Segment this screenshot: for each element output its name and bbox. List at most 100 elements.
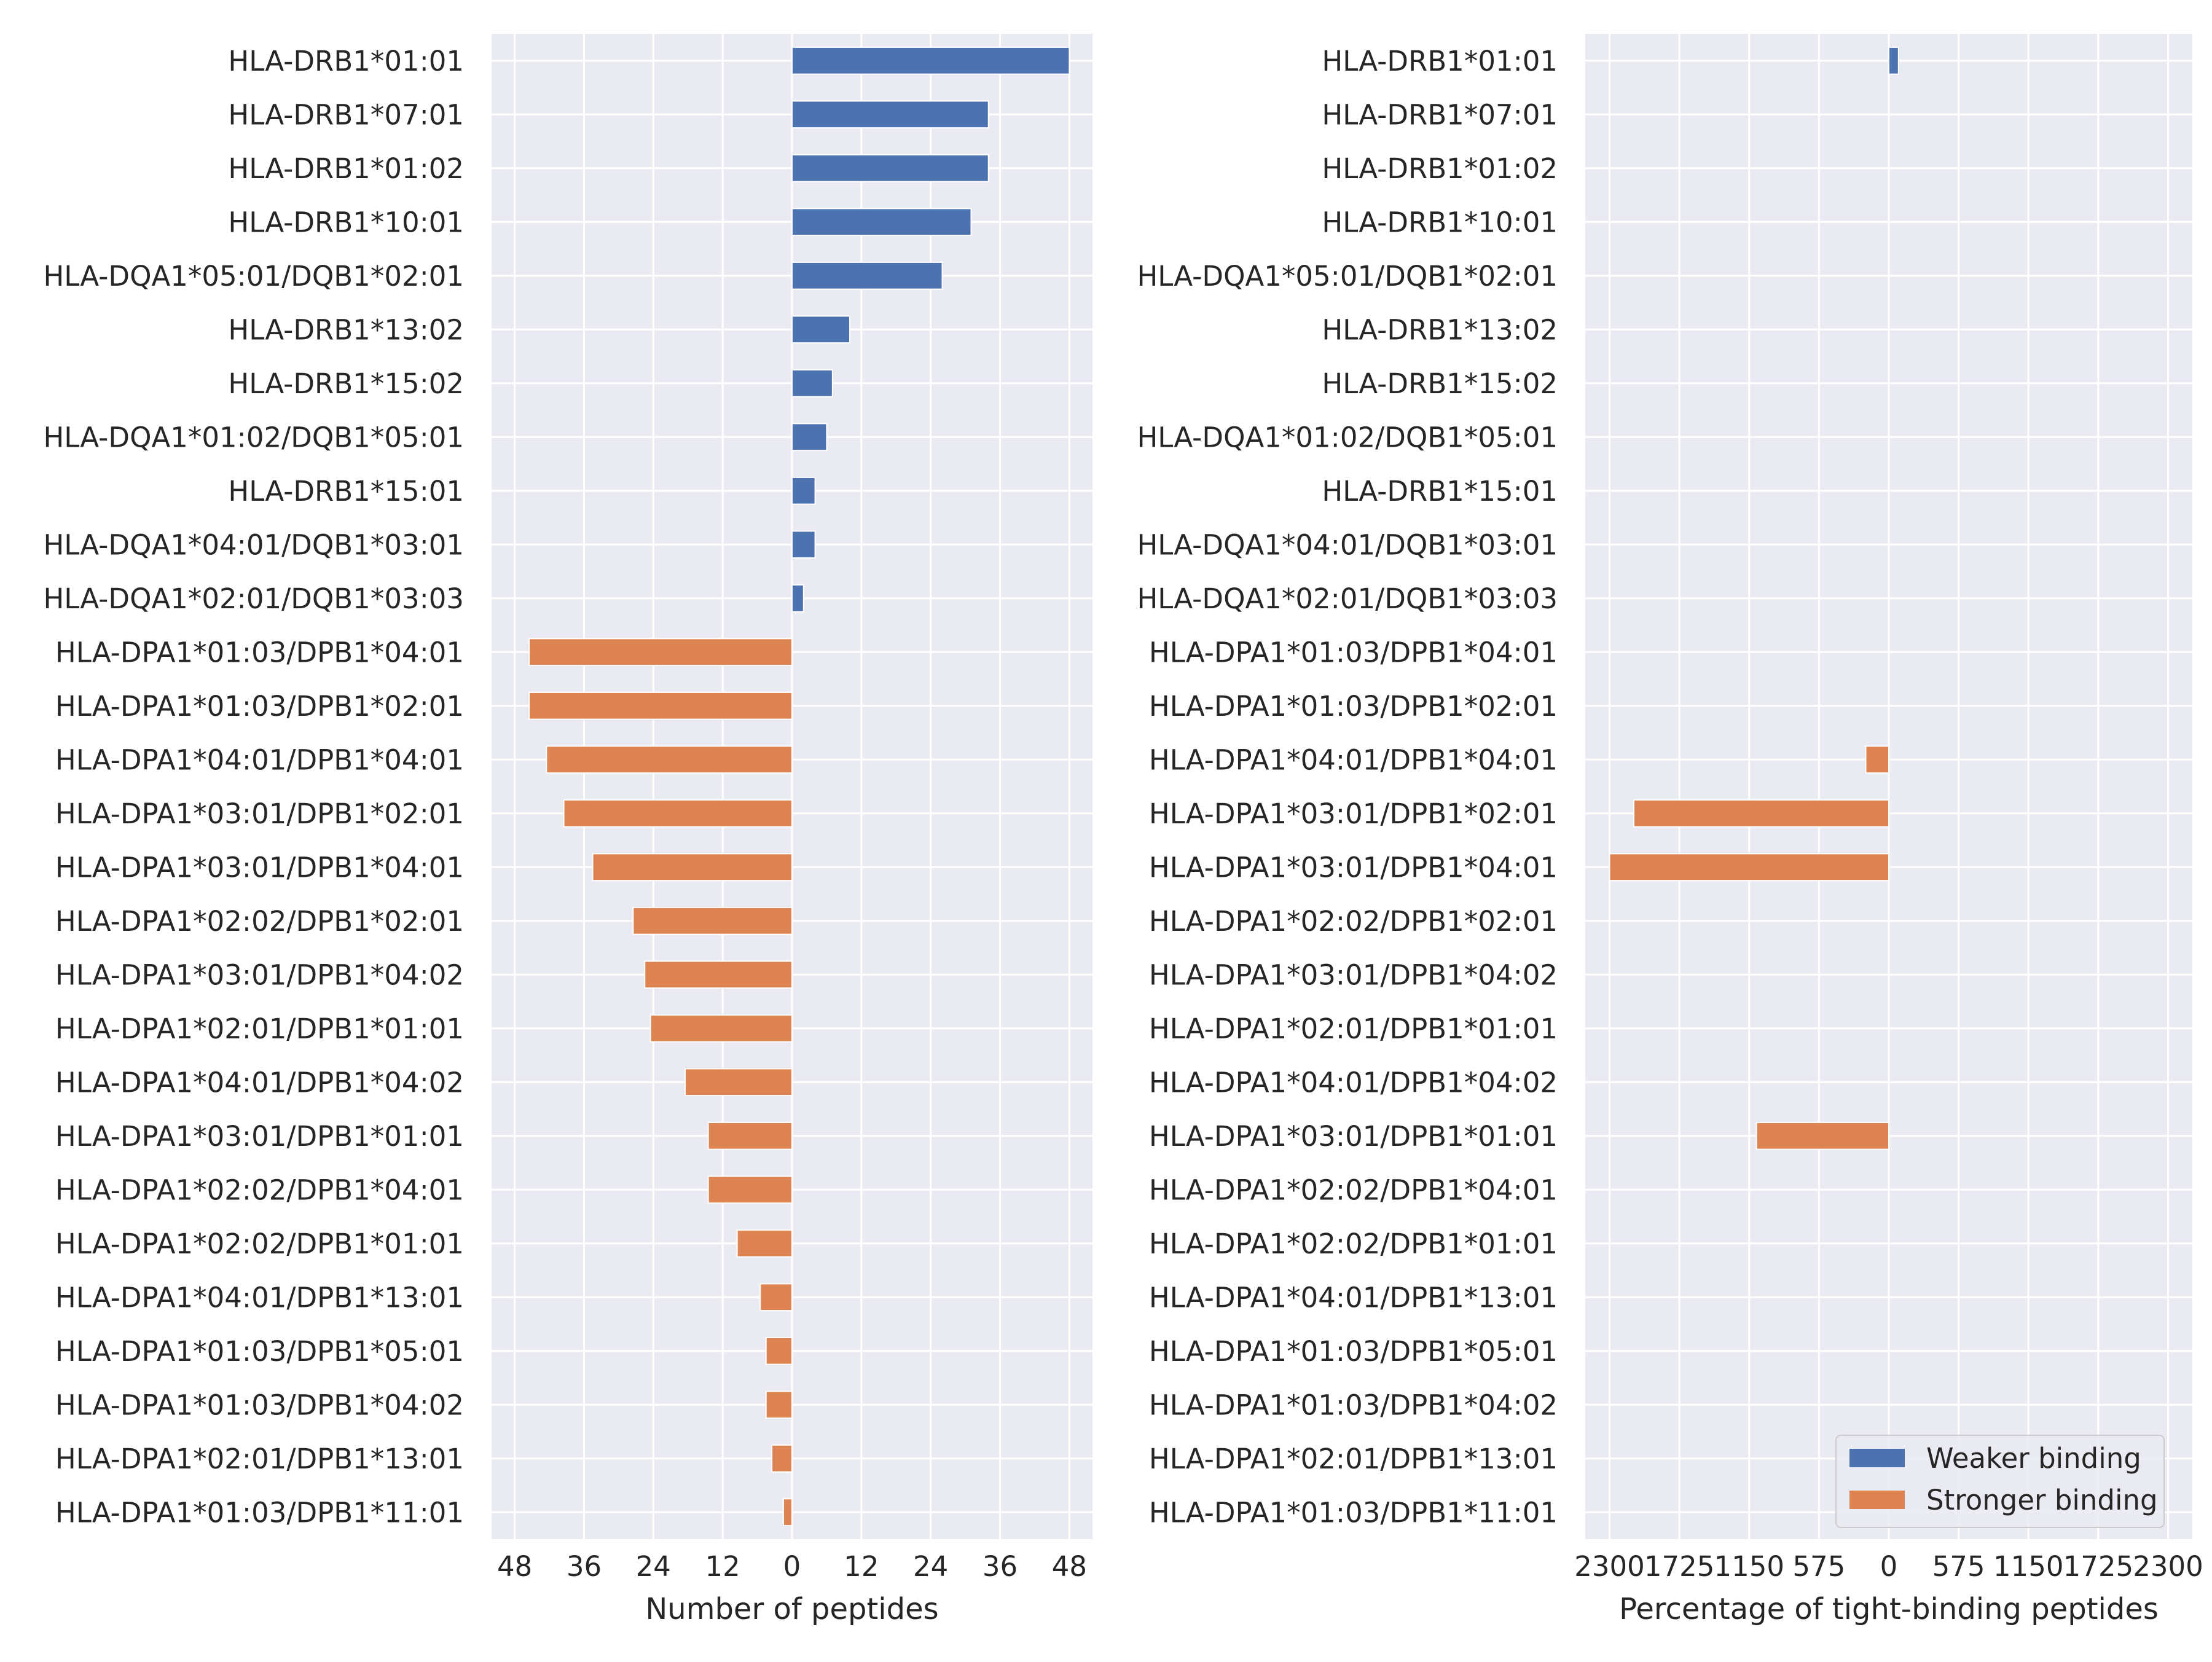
left-y-tick-label: HLA-DPA1*01:03/DPB1*04:02	[55, 1389, 464, 1421]
left-bar-stronger	[644, 960, 793, 989]
right-y-tick-label: HLA-DPA1*01:03/DPB1*05:01	[1149, 1335, 1558, 1368]
right-y-tick-label: HLA-DPA1*04:01/DPB1*04:02	[1149, 1066, 1558, 1099]
left-x-tick-label: 0	[783, 1550, 801, 1583]
right-x-tick-labels: 2300 1725 1150 575 0 575 1150 1725 2300	[1574, 1550, 2203, 1583]
left-x-tick-label: 48	[497, 1550, 532, 1583]
left-bar-weaker	[791, 154, 989, 182]
left-bar-weaker	[791, 261, 943, 290]
legend-label-weaker: Weaker binding	[1926, 1442, 2141, 1475]
right-y-tick-label: HLA-DPA1*03:01/DPB1*01:01	[1149, 1120, 1558, 1153]
left-y-tick-label: HLA-DPA1*04:01/DPB1*13:01	[55, 1281, 464, 1314]
left-y-tick-label: HLA-DPA1*01:03/DPB1*05:01	[55, 1335, 464, 1368]
right-x-tick-label: 575	[1792, 1550, 1845, 1583]
left-bar-stronger	[684, 1068, 793, 1097]
legend: Weaker binding Stronger binding	[1835, 1435, 2165, 1528]
right-x-tick-label: 1725	[1644, 1550, 1715, 1583]
right-x-tick-label: 0	[1880, 1550, 1898, 1583]
left-bar-stronger	[759, 1283, 793, 1312]
left-x-tick-label: 36	[567, 1550, 602, 1583]
right-x-tick-label: 1150	[1993, 1550, 2064, 1583]
left-y-tick-label: HLA-DPA1*01:03/DPB1*02:01	[55, 690, 464, 723]
left-bar-stronger	[707, 1121, 793, 1150]
right-bar-stronger	[1609, 853, 1890, 882]
left-y-tick-label: HLA-DRB1*07:01	[228, 98, 464, 131]
right-bars	[1609, 46, 1899, 1150]
legend-label-stronger: Stronger binding	[1926, 1484, 2158, 1516]
left-bar-weaker	[791, 584, 804, 613]
legend-frame	[1835, 1435, 2165, 1528]
left-x-tick-labels: 48 36 24 12 0 12 24 36 48	[497, 1550, 1087, 1583]
left-bar-stronger	[563, 799, 793, 828]
left-y-tick-label: HLA-DPA1*02:02/DPB1*02:01	[55, 905, 464, 938]
right-y-tick-label: HLA-DRB1*10:01	[1322, 206, 1558, 238]
right-y-tick-label: HLA-DRB1*15:01	[1322, 475, 1558, 508]
left-bar-stronger	[649, 1014, 793, 1043]
left-bar-stronger	[765, 1390, 793, 1419]
left-bar-stronger	[632, 906, 793, 935]
left-x-tick-label: 48	[1052, 1550, 1087, 1583]
left-x-tick-label: 12	[705, 1550, 740, 1583]
left-x-tick-label: 24	[913, 1550, 948, 1583]
left-y-tick-label: HLA-DRB1*15:02	[228, 367, 464, 400]
left-bar-weaker	[791, 476, 816, 505]
left-bar-weaker	[791, 369, 833, 398]
right-y-tick-label: HLA-DRB1*15:02	[1322, 367, 1558, 400]
left-bar-weaker	[791, 315, 851, 344]
left-y-tick-label: HLA-DQA1*01:02/DQB1*05:01	[43, 421, 464, 453]
left-bar-stronger	[546, 745, 793, 774]
right-y-tick-label: HLA-DPA1*04:01/DPB1*13:01	[1149, 1281, 1558, 1314]
right-y-tick-label: HLA-DPA1*01:03/DPB1*04:02	[1149, 1389, 1558, 1421]
right-y-tick-label: HLA-DPA1*03:01/DPB1*04:01	[1149, 851, 1558, 884]
right-y-tick-label: HLA-DPA1*01:03/DPB1*11:01	[1149, 1496, 1558, 1529]
right-bar-stronger	[1633, 799, 1890, 828]
left-bar-stronger	[765, 1336, 793, 1365]
right-y-tick-label: HLA-DQA1*04:01/DQB1*03:01	[1137, 528, 1558, 561]
right-y-tick-label: HLA-DPA1*02:02/DPB1*04:01	[1149, 1174, 1558, 1206]
legend-swatch-stronger	[1849, 1491, 1905, 1509]
left-bar-stronger	[707, 1175, 793, 1204]
legend-swatch-weaker	[1849, 1449, 1905, 1467]
left-bar-stronger	[771, 1444, 793, 1473]
left-bar-stronger	[736, 1229, 793, 1258]
right-y-tick-label: HLA-DQA1*05:01/DQB1*02:01	[1137, 260, 1558, 292]
left-bar-weaker	[791, 46, 1070, 75]
right-y-tick-label: HLA-DPA1*03:01/DPB1*04:02	[1149, 958, 1558, 991]
right-x-tick-label: 575	[1932, 1550, 1985, 1583]
left-y-tick-label: HLA-DQA1*02:01/DQB1*03:03	[43, 582, 464, 615]
right-y-tick-label: HLA-DPA1*03:01/DPB1*02:01	[1149, 798, 1558, 830]
left-x-tick-label: 24	[636, 1550, 671, 1583]
left-y-tick-label: HLA-DRB1*01:02	[228, 152, 464, 185]
left-bar-stronger	[592, 853, 793, 882]
left-y-tick-label: HLA-DRB1*01:01	[228, 45, 464, 77]
left-bar-weaker	[791, 530, 816, 559]
left-x-axis-label: Number of peptides	[645, 1592, 938, 1626]
left-y-tick-label: HLA-DPA1*01:03/DPB1*04:01	[55, 636, 464, 668]
right-y-tick-label: HLA-DQA1*01:02/DQB1*05:01	[1137, 421, 1558, 453]
right-y-tick-label: HLA-DQA1*02:01/DQB1*03:03	[1137, 582, 1558, 615]
right-bar-weaker	[1888, 46, 1899, 75]
right-grid	[1585, 34, 2192, 1539]
right-x-axis-label: Percentage of tight-binding peptides	[1619, 1592, 2159, 1626]
right-bar-stronger	[1755, 1121, 1889, 1150]
left-y-tick-label: HLA-DPA1*03:01/DPB1*04:02	[55, 958, 464, 991]
left-y-tick-label: HLA-DPA1*01:03/DPB1*11:01	[55, 1496, 464, 1529]
right-y-tick-label: HLA-DRB1*01:01	[1322, 45, 1558, 77]
left-y-tick-label: HLA-DPA1*02:02/DPB1*01:01	[55, 1228, 464, 1260]
left-bar-weaker	[791, 208, 972, 237]
left-y-tick-label: HLA-DPA1*04:01/DPB1*04:01	[55, 743, 464, 776]
right-y-tick-label: HLA-DRB1*07:01	[1322, 98, 1558, 131]
left-y-tick-label: HLA-DQA1*05:01/DQB1*02:01	[43, 260, 464, 292]
right-y-tick-label: HLA-DPA1*02:02/DPB1*01:01	[1149, 1228, 1558, 1260]
left-y-tick-label: HLA-DRB1*13:02	[228, 313, 464, 346]
right-panel: HLA-DRB1*01:01 HLA-DRB1*07:01 HLA-DRB1*01:…	[1137, 34, 2203, 1626]
right-x-tick-label: 1150	[1714, 1550, 1784, 1583]
left-bar-weaker	[791, 100, 989, 129]
left-y-tick-label: HLA-DPA1*02:02/DPB1*04:01	[55, 1174, 464, 1206]
right-x-tick-label: 2300	[1574, 1550, 1645, 1583]
right-y-tick-label: HLA-DPA1*01:03/DPB1*04:01	[1149, 636, 1558, 668]
right-y-tick-label: HLA-DPA1*02:01/DPB1*01:01	[1149, 1013, 1558, 1045]
left-y-tick-label: HLA-DQA1*04:01/DQB1*03:01	[43, 528, 464, 561]
left-y-tick-label: HLA-DPA1*02:01/DPB1*13:01	[55, 1443, 464, 1475]
